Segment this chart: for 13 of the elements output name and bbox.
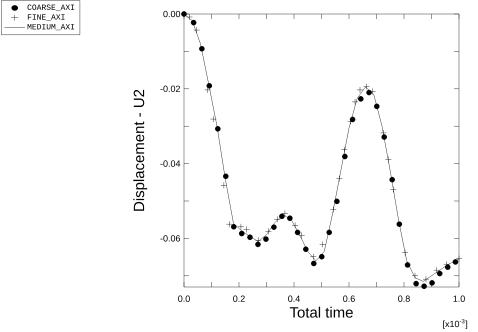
y-axis-title: Displacement - U2 xyxy=(133,90,148,211)
text: [x10$^{-3}$] xyxy=(443,319,468,329)
x-tick-label: 0.2 xyxy=(233,296,245,302)
x-tick-label: 0.8 xyxy=(398,296,410,302)
y-tick-label: -0.06 xyxy=(160,235,180,242)
x-tick-label: 0.0 xyxy=(178,296,190,302)
y-tick-label: -0.02 xyxy=(160,86,180,92)
x-tick-label: 0.4 xyxy=(288,296,300,302)
y-tick-label: -0.04 xyxy=(160,160,180,167)
x-tick-label: 0.6 xyxy=(343,296,355,302)
x-tick-label: 1.0 xyxy=(453,296,465,302)
x-axis-title: Total time xyxy=(290,306,353,318)
y-tick-label: 0.00 xyxy=(163,10,180,18)
